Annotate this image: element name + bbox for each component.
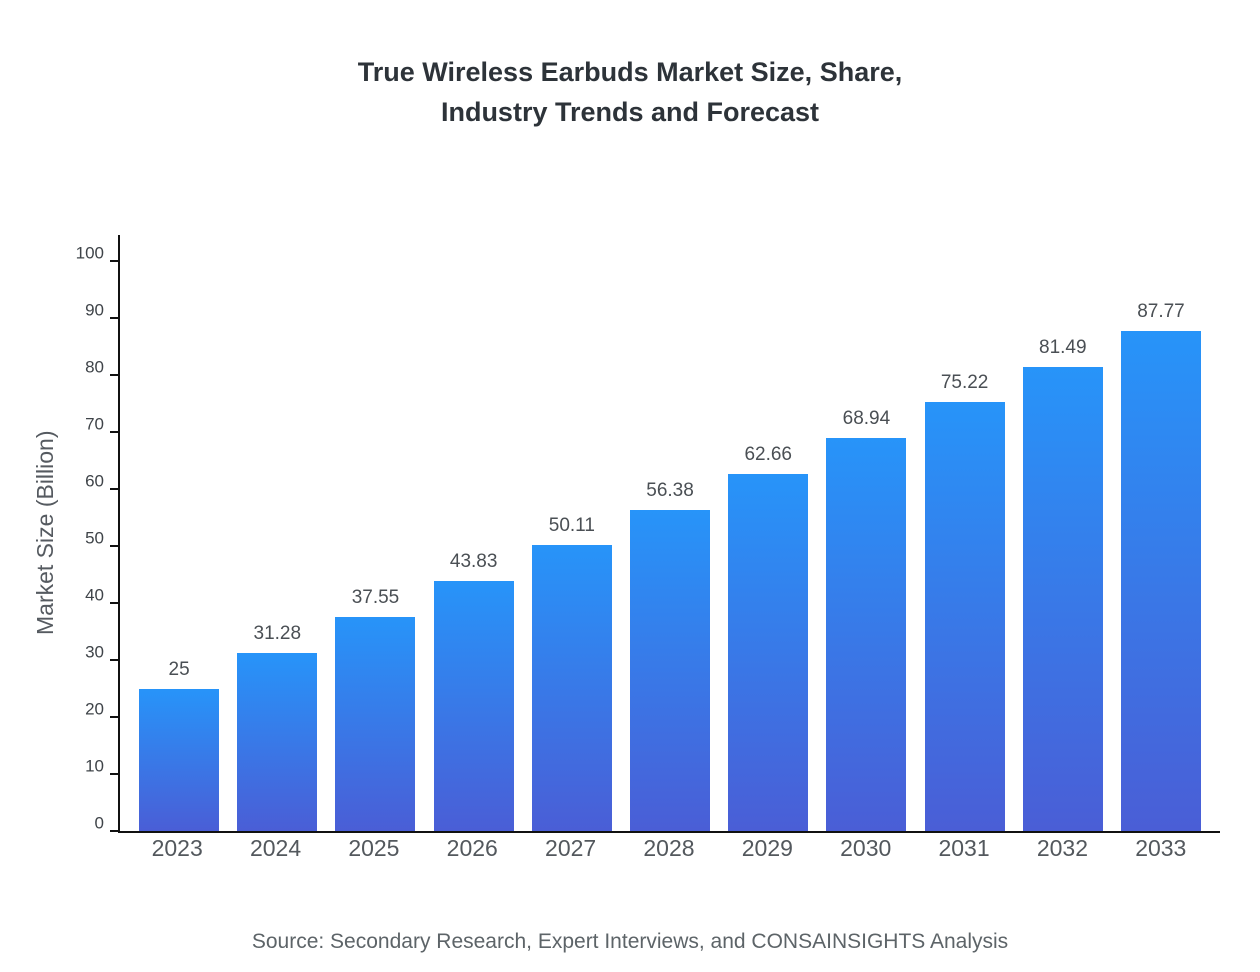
bar-value-label: 68.94 [842,408,891,430]
x-axis-category-label: 2031 [938,835,990,861]
bar-value-label: 43.83 [449,551,498,573]
x-axis-category-label: 2030 [840,835,892,861]
bar-slot: 56.38 [621,235,719,831]
bar-slot: 87.77 [1112,235,1210,831]
y-axis-tick [110,545,119,547]
bar-slot: 43.83 [425,235,523,831]
plot-area: 0 10 20 30 40 50 60 70 80 90 100 25 31.28 37.55 43.83 5… [76,235,1220,833]
bar-value-label: 75.22 [940,372,989,394]
bar-slot: 37.55 [326,235,424,831]
x-axis-labels: 2023 2024 2025 2026 2027 2028 2029 2030 2031 2032… [118,835,1220,862]
bar-value-label: 87.77 [1137,300,1185,322]
bar [924,402,1005,831]
bar-value-label: 37.55 [351,586,400,608]
y-axis-tick [110,602,119,604]
y-axis-tick-label: 90 [85,300,104,320]
bar [237,652,318,831]
y-axis-tick [110,773,119,775]
bar [531,545,612,831]
bar-slot: 81.49 [1014,235,1112,831]
bar-value-label: 31.28 [253,622,302,644]
chart-title: True Wireless Earbuds Market Size, Share… [0,52,1260,132]
bar-slot: 75.22 [916,235,1014,831]
bar [139,688,220,831]
bar [335,616,416,831]
x-axis-category-label: 2023 [151,835,203,861]
y-axis-tick-label: 100 [75,243,104,263]
y-axis-tick-label: 50 [85,528,104,548]
bar [1120,330,1201,831]
chart-page: True Wireless Earbuds Market Size, Share… [0,52,1260,972]
bar [826,438,907,831]
y-axis-tick-label: 40 [85,585,104,605]
bar-slot: 68.94 [817,235,915,831]
y-axis-tick-label: 80 [85,357,104,377]
bar-value-label: 50.11 [548,515,595,537]
bar [1022,366,1103,831]
bar-chart: Market Size (Billion) 0 10 20 30 40 50 60 70 80 9… [32,235,1220,861]
source-attribution: Source: Secondary Research, Expert Inter… [251,930,1009,953]
bar [630,509,711,831]
bar-value-label: 81.49 [1039,336,1087,358]
y-axis-tick-label: 20 [85,699,104,719]
x-axis-category-label: 2027 [545,835,597,861]
chart-title-line-2: Industry Trends and Forecast [440,97,820,127]
x-axis-category-label: 2028 [643,835,695,861]
y-axis-tick-label: 10 [85,756,104,776]
y-axis-tick-label: 0 [94,813,104,833]
y-axis-tick [110,830,119,832]
y-axis-tick [110,488,119,490]
bar-slot: 62.66 [719,235,817,831]
x-axis-category-label: 2025 [348,835,400,861]
y-axis-tick-label: 60 [85,471,104,491]
y-axis-tick-label: 30 [85,642,104,662]
y-axis-tick [110,317,119,319]
y-axis-tick [110,374,119,376]
y-axis-tick [110,716,119,718]
x-axis-category-label: 2026 [446,835,498,861]
bar-value-label: 25 [168,658,190,680]
bar-slot: 25 [130,235,228,831]
bar-slot: 31.28 [228,235,326,831]
x-axis-category-label: 2032 [1036,835,1088,861]
y-axis-tick [110,659,119,661]
y-axis-tick-label: 70 [85,414,104,434]
bar [433,581,514,831]
chart-title-line-1: True Wireless Earbuds Market Size, Share… [357,57,903,87]
y-axis-tick [110,260,119,262]
bar-value-label: 62.66 [744,443,792,465]
bar [728,473,809,831]
y-axis-tick [110,431,119,433]
bar-slot: 50.11 [523,235,621,831]
bar-value-label: 56.38 [646,479,694,501]
bars-row: 25 31.28 37.55 43.83 50.11 56.38 62.66 68.94 75.… [120,235,1220,831]
x-axis-category-label: 2029 [741,835,793,861]
x-axis-category-label: 2033 [1135,835,1187,861]
x-axis-category-label: 2024 [249,835,302,861]
